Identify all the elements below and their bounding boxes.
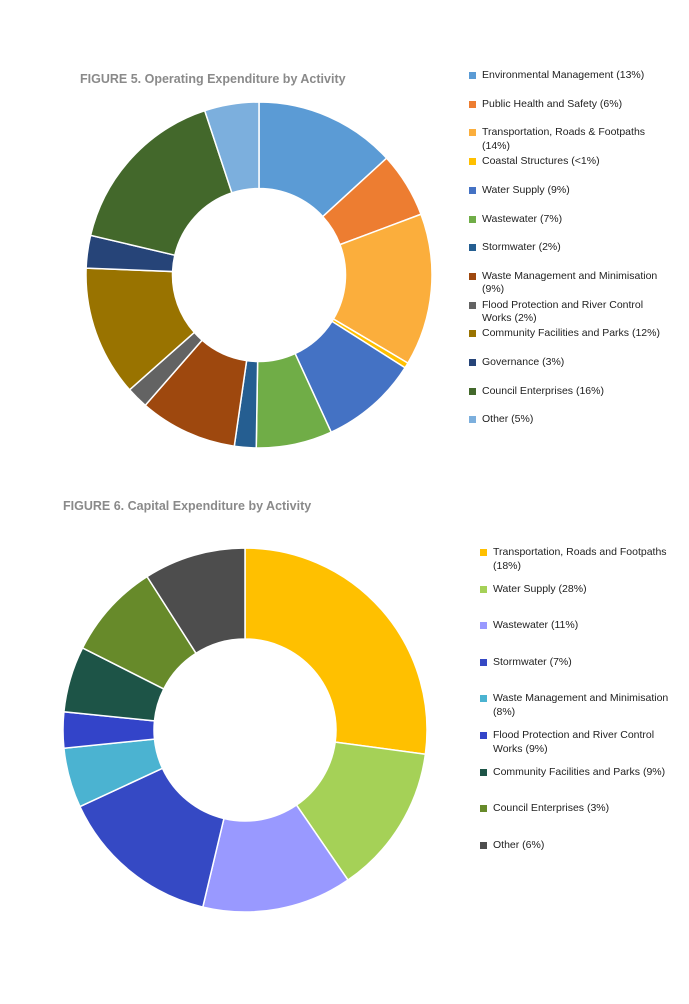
legend-swatch	[480, 585, 487, 593]
donut-slice	[203, 101, 260, 194]
legend-swatch	[469, 100, 476, 108]
legend-item: Water Supply (9%)	[469, 184, 672, 198]
legend-item: Other (5%)	[469, 413, 672, 427]
legend-label: Governance (3%)	[482, 356, 565, 368]
chart-title: FIGURE 5. Operating Expenditure by Activ…	[80, 72, 346, 86]
legend-item: Public Health and Safety (6%)	[469, 98, 672, 112]
legend-label: Transportation, Roads and Footpaths (18%…	[493, 546, 667, 572]
legend-item: Waste Management and Minimisation (8%)	[480, 692, 685, 719]
legend-swatch	[480, 768, 487, 776]
legend-item: Flood Protection and River Control Works…	[480, 729, 685, 756]
legend-label: Flood Protection and River Control Works…	[493, 729, 655, 755]
legend-item: Waste Management and Minimisation (9%)	[469, 270, 672, 297]
legend-label: Wastewater (7%)	[482, 212, 563, 225]
legend-swatch	[469, 72, 476, 79]
donut-slice	[244, 547, 428, 756]
legend-swatch	[469, 330, 476, 338]
legend-item: Community Facilities and Parks (9%)	[480, 766, 685, 780]
legend-item: Stormwater (7%)	[480, 656, 685, 670]
legend-item: Other (6%)	[480, 839, 685, 853]
legend-item: Wastewater (11%)	[480, 619, 685, 633]
legend-label: Council Enterprises (16%)	[482, 384, 604, 397]
legend-item: Governance (3%)	[469, 356, 672, 370]
legend-swatch	[469, 272, 476, 280]
chart-title: FIGURE 6. Capital Expenditure by Activit…	[63, 499, 312, 513]
legend-label: Waste Management and Minimisation (8%)	[493, 692, 669, 718]
donut-slice	[146, 547, 246, 655]
legend-label: Community Facilities and Parks (9%)	[493, 765, 666, 778]
legend-swatch	[480, 549, 487, 556]
legend-swatch	[469, 416, 476, 424]
donut-chart	[62, 547, 428, 913]
legend-swatch	[480, 695, 487, 703]
legend-swatch	[480, 805, 487, 813]
legend-item: Wastewater (7%)	[469, 213, 672, 227]
donut-slice	[332, 213, 433, 365]
legend-label: Other (5%)	[482, 413, 534, 426]
legend-swatch	[469, 359, 476, 366]
legend-label: Environmental Management (13%)	[482, 69, 645, 81]
legend-label: Waste Management and Minimisation (9%)	[482, 269, 658, 296]
legend-label: Wastewater (11%)	[493, 619, 579, 632]
legend-item: Community Facilities and Parks (12%)	[469, 327, 672, 341]
legend-item: Stormwater (2%)	[469, 241, 672, 255]
legend-item: Coastal Structures (<1%)	[469, 155, 672, 169]
legend-label: Stormwater (2%)	[482, 241, 561, 254]
legend-swatch	[469, 158, 476, 166]
legend-label: Water Supply (28%)	[493, 582, 587, 595]
donut-slice	[89, 109, 233, 257]
legend-swatch	[469, 186, 476, 194]
legend-swatch	[480, 841, 487, 849]
legend-swatch	[469, 129, 476, 137]
legend-item: Environmental Management (13%)	[469, 69, 672, 83]
legend-item: Transportation, Roads and Footpaths (18%…	[480, 546, 685, 573]
legend-swatch	[469, 244, 476, 252]
legend-item: Council Enterprises (3%)	[480, 802, 685, 816]
legend-swatch	[469, 387, 476, 395]
legend-label: Community Facilities and Parks (12%)	[482, 327, 660, 340]
legend-swatch	[469, 301, 476, 309]
legend-item: Transportation, Roads & Footpaths (14%)	[469, 126, 672, 153]
legend-label: Coastal Structures (<1%)	[482, 155, 600, 168]
legend-label: Council Enterprises (3%)	[493, 802, 610, 815]
legend-item: Council Enterprises (16%)	[469, 385, 672, 399]
legend-label: Stormwater (7%)	[493, 655, 572, 668]
legend-swatch	[480, 622, 487, 630]
legend-swatch	[480, 658, 487, 666]
legend-swatch	[480, 732, 487, 739]
legend-swatch	[469, 215, 476, 223]
legend-item: Water Supply (28%)	[480, 583, 685, 597]
legend-label: Public Health and Safety (6%)	[482, 97, 623, 110]
legend-label: Transportation, Roads & Footpaths (14%)	[482, 126, 646, 152]
legend-label: Water Supply (9%)	[482, 183, 570, 196]
legend-item: Flood Protection and River Control Works…	[469, 299, 672, 326]
donut-chart	[85, 101, 433, 449]
legend-label: Other (6%)	[493, 838, 545, 851]
legend-label: Flood Protection and River Control Works…	[482, 298, 644, 325]
